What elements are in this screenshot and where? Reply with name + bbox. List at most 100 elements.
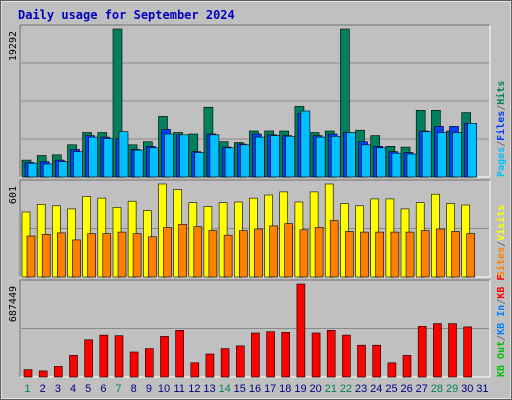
x-tick-label: 13 [203, 383, 215, 395]
bar-kb-f [281, 332, 291, 378]
legend-entry: / [496, 105, 507, 111]
bar-sites [254, 228, 263, 278]
bar-sites [178, 224, 187, 278]
bar-sites [436, 228, 445, 278]
legend-entry: KB In [496, 305, 507, 335]
x-tick-label: 31 [476, 383, 488, 395]
bar-pages [346, 132, 356, 178]
bar-sites [239, 230, 248, 278]
bar-sites [193, 226, 203, 278]
x-tick-label: 8 [131, 383, 137, 395]
x-tick-label: 26 [400, 383, 412, 395]
bar-kb-f [145, 348, 154, 378]
bar-pages [133, 149, 144, 178]
bar-sites [223, 234, 233, 278]
legend-entry: / [496, 141, 507, 147]
bar-sites [405, 231, 415, 278]
bar-pages [452, 132, 462, 178]
bar-sites [420, 230, 430, 278]
legend-entry: / [496, 299, 507, 305]
legend-entry: KB F [496, 275, 507, 299]
bar-sites [390, 231, 400, 278]
x-tick-label: 27 [416, 383, 428, 395]
legend-entry: Sites [495, 247, 507, 277]
panel-kbf-in-out: 687449 KB Out/KB In/KB F [8, 275, 507, 378]
bar-sites [56, 232, 66, 278]
y-tick-label: 687449 [8, 286, 19, 322]
bar-pages [194, 152, 205, 178]
bar-pages [224, 147, 235, 178]
bar-sites [269, 225, 278, 278]
bar-kb-f [357, 344, 366, 378]
bar-sites [41, 234, 51, 278]
bar-sites [451, 231, 460, 278]
y-tick-label: 601 [8, 186, 19, 204]
bar-pages [330, 136, 341, 178]
x-axis-labels: 1 2 3 4 5 6 7 8 9 10 11 12 13 14 15 16 17 18 19 20 21 22 23 24 2… [25, 383, 489, 395]
bar-sites [132, 233, 142, 278]
bar-kb-f [266, 331, 275, 378]
bar-pages [118, 131, 129, 178]
bar-sites [148, 236, 157, 278]
x-tick-label: 18 [279, 383, 291, 395]
bar-sites [284, 223, 294, 278]
bar-kb-f [448, 323, 457, 378]
bar-kb-f [220, 348, 230, 378]
bar-pages [285, 136, 296, 178]
bar-kb-f [84, 339, 93, 378]
legend: KB Out/KB In/KB F [496, 275, 507, 377]
bar-pages [361, 144, 371, 178]
legend-entry: Hits [495, 81, 507, 105]
bar-kb-f [311, 332, 321, 378]
x-tick-label: 6 [100, 383, 106, 395]
bar-pages [42, 163, 53, 178]
bar-pages [27, 162, 38, 178]
bar-sites [329, 220, 339, 278]
bar-pages [88, 136, 98, 178]
legend-entry: / [496, 241, 507, 247]
bar-sites [466, 233, 476, 278]
bar-sites [163, 227, 172, 278]
bar-sites [208, 230, 218, 278]
bar-pages [376, 147, 387, 178]
x-tick-label: 2 [40, 383, 46, 395]
bar-kb-f [38, 370, 48, 378]
bar-sites [360, 231, 369, 278]
x-tick-label: 11 [173, 383, 184, 395]
bar-pages [437, 132, 447, 178]
x-tick-label: 3 [55, 383, 61, 395]
bar-kb-f [114, 335, 124, 378]
panel-visits-sites: 601 Sites/Visits [8, 179, 507, 278]
y-tick-label: 19292 [8, 31, 19, 61]
bar-kb-f [99, 334, 109, 378]
bar-kb-f [387, 362, 397, 378]
bar-kb-f [326, 329, 336, 378]
bar-sites [102, 233, 112, 278]
bar-pages [240, 144, 250, 178]
bar-kb-f [372, 344, 382, 378]
x-tick-label: 9 [146, 383, 152, 395]
bar-kb-f [296, 283, 306, 378]
x-tick-label: 28 [431, 383, 443, 395]
bar-kb-f [160, 336, 169, 378]
x-tick-label: 22 [340, 383, 352, 395]
x-tick-label: 25 [385, 383, 397, 395]
x-tick-label: 30 [461, 383, 473, 395]
bar-pages [315, 136, 326, 178]
bar-pages [164, 133, 174, 178]
bar-kb-f [175, 329, 184, 378]
bar-pages [467, 123, 478, 178]
bar-sites [72, 239, 81, 278]
legend: Sites/Visits [495, 205, 507, 277]
bar-kb-f [236, 345, 245, 378]
bar-kb-f [23, 369, 33, 378]
x-tick-label: 24 [370, 383, 382, 395]
bar-sites [117, 231, 127, 278]
bar-sites [26, 235, 36, 278]
x-tick-label: 10 [158, 383, 170, 395]
bar-kb-f [417, 325, 427, 378]
x-tick-label: 7 [115, 383, 121, 395]
bar-kb-f [129, 351, 139, 378]
